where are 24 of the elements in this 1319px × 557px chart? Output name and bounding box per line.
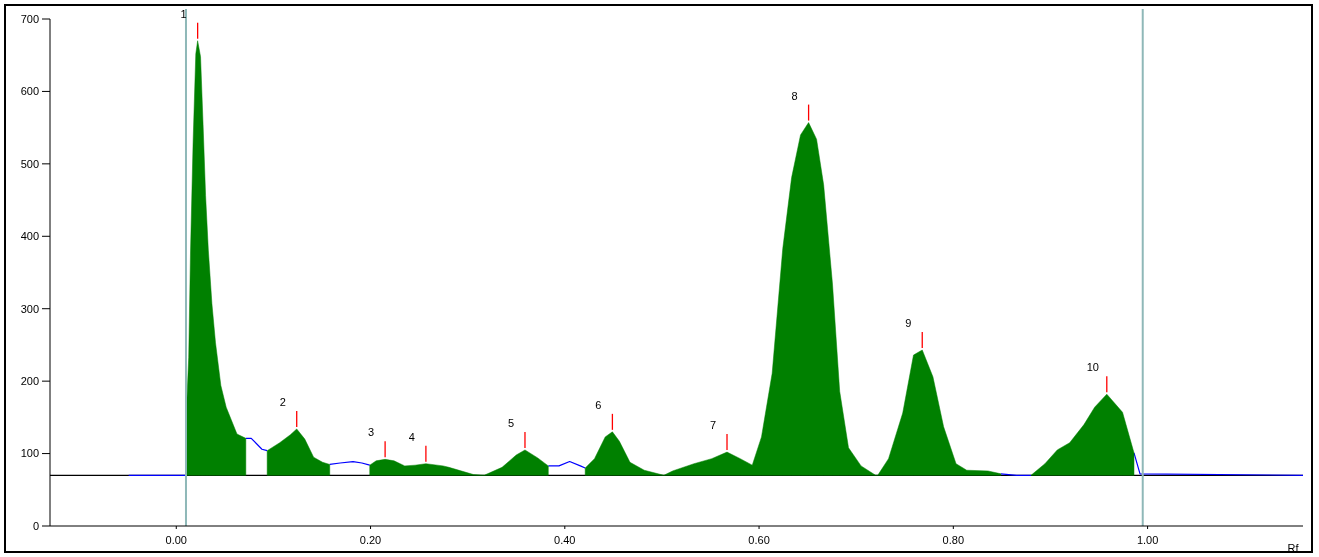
x-tick-label: 0.00 <box>165 534 187 546</box>
annotation: 7 <box>709 419 717 432</box>
annotation: 3 <box>368 426 375 439</box>
annotation: 9 <box>905 317 912 329</box>
x-tick-label: 0.80 <box>942 534 965 546</box>
x-tick-label: 0.60 <box>748 534 770 546</box>
x-tick-label: 1.00 <box>1136 534 1159 546</box>
x-tick-label: 0.40 <box>554 534 576 546</box>
y-tick-label: 500 <box>20 157 39 170</box>
y-tick-label: 400 <box>20 230 39 243</box>
y-tick-label: 600 <box>20 85 39 98</box>
annotation: 8 <box>791 89 798 102</box>
y-tick-label: 700 <box>20 12 39 25</box>
annotation: 1 <box>180 7 187 20</box>
x-tick-label: 0.20 <box>359 534 382 546</box>
y-tick-label: 300 <box>20 302 39 315</box>
y-tick-label: 0 <box>32 519 39 532</box>
y-tick-label: 200 <box>20 374 39 387</box>
annotation: 10 <box>1086 361 1099 374</box>
annotation: 4 <box>408 430 415 443</box>
annotation: 6 <box>595 398 602 411</box>
annotation: 2 <box>279 395 286 408</box>
y-tick-label: 100 <box>20 447 39 460</box>
annotation: 5 <box>507 416 515 429</box>
